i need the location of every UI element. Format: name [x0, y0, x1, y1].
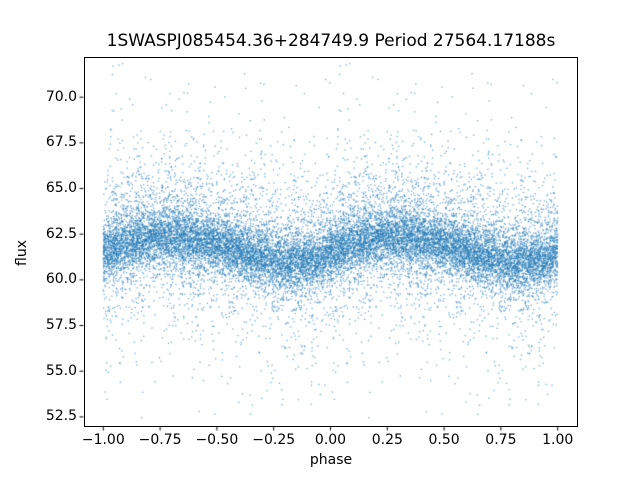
x-tick-label: 0.75 [485, 432, 517, 448]
y-tick-label: 62.5 [45, 225, 77, 242]
x-tick-label: −0.50 [195, 432, 239, 448]
chart-title: 1SWASPJ085454.36+284749.9 Period 27564.1… [106, 31, 556, 51]
x-tick-label: −1.00 [81, 432, 125, 448]
y-tick-label: 65.0 [45, 180, 77, 196]
y-tick-label: 57.5 [45, 317, 77, 333]
x-axis-label: phase [309, 452, 353, 468]
axes-box [84, 57, 578, 427]
y-tick-label: 60.0 [45, 271, 77, 288]
x-tick-label: 0.25 [371, 432, 403, 448]
y-tick-label: 52.5 [45, 408, 77, 425]
x-tick-label: 0.50 [428, 432, 460, 448]
x-tick-label: −0.75 [138, 432, 182, 448]
x-tick-label: 0.00 [314, 432, 347, 448]
y-tick-label: 70.0 [45, 88, 77, 105]
y-axis-label: flux [14, 240, 30, 266]
y-tick-label: 67.5 [45, 134, 77, 151]
x-tick-label: 1.00 [542, 432, 574, 448]
y-tick-label: 55.0 [45, 362, 77, 379]
x-tick-label: −0.25 [252, 432, 296, 448]
